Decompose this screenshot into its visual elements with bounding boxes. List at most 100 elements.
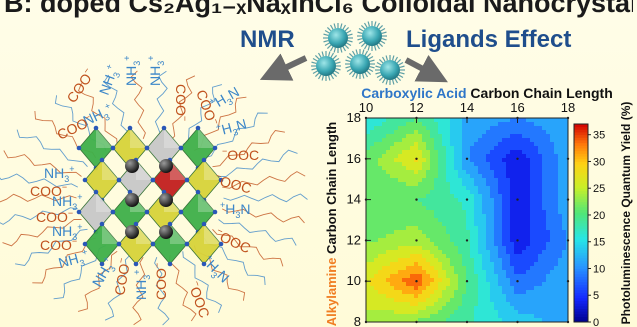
heatmap-cell	[426, 118, 431, 123]
heatmap-cell	[390, 306, 395, 311]
heatmap-cell	[406, 158, 411, 163]
heatmap-cell	[470, 286, 475, 291]
heatmap-cell	[498, 266, 503, 271]
heatmap-cell	[474, 298, 479, 303]
heatmap-cell	[406, 274, 411, 279]
heatmap-cell	[446, 210, 451, 215]
heatmap-cell	[382, 258, 387, 263]
heatmap-cell	[482, 234, 487, 239]
cesium-atom	[125, 159, 139, 173]
heatmap-cell	[518, 158, 523, 163]
heatmap-cell	[422, 170, 427, 175]
heatmap-cell	[398, 222, 403, 227]
heatmap-cell	[534, 198, 539, 203]
heatmap-cell	[426, 166, 431, 171]
heatmap-cell	[538, 166, 543, 171]
heatmap-cell	[534, 134, 539, 139]
heatmap-cell	[434, 214, 439, 219]
heatmap-cell	[558, 282, 563, 287]
heatmap-cell	[434, 190, 439, 195]
heatmap-cell	[394, 130, 399, 135]
heatmap-cell	[434, 198, 439, 203]
heatmap-cell	[550, 190, 555, 195]
heatmap-cell	[434, 286, 439, 291]
heatmap-cell	[390, 138, 395, 143]
heatmap-cell	[522, 250, 527, 255]
heatmap-cell	[382, 170, 387, 175]
heatmap-cell	[402, 290, 407, 295]
heatmap-cell	[422, 290, 427, 295]
heatmap-cell	[526, 262, 531, 267]
heatmap-cell	[530, 282, 535, 287]
colorbar-segment	[574, 292, 588, 296]
heatmap-cell	[566, 142, 569, 147]
heatmap-cell	[530, 234, 535, 239]
heatmap-cell	[454, 302, 459, 307]
heatmap-cell	[410, 178, 415, 183]
heatmap-cell	[494, 210, 499, 215]
heatmap-cell	[546, 146, 551, 151]
heatmap-cell	[474, 302, 479, 307]
heatmap-cell	[566, 270, 569, 275]
chloride-atom	[201, 261, 207, 267]
heatmap-cell	[566, 302, 569, 307]
heatmap-cell	[370, 186, 375, 191]
heatmap-cell	[426, 138, 431, 143]
heatmap-cell	[442, 126, 447, 131]
heatmap-cell	[446, 238, 451, 243]
heatmap-cell	[466, 142, 471, 147]
heatmap-cell	[426, 234, 431, 239]
heatmap-cell	[426, 130, 431, 135]
heatmap-cell	[534, 150, 539, 155]
heatmap-cell	[546, 266, 551, 271]
heatmap-cell	[526, 158, 531, 163]
heatmap-cell	[498, 122, 503, 127]
heatmap-cell	[406, 306, 411, 311]
heatmap-cell	[530, 306, 535, 311]
heatmap-cell	[430, 198, 435, 203]
heatmap-cell	[522, 290, 527, 295]
heatmap-cell	[542, 182, 547, 187]
heatmap-cell	[430, 262, 435, 267]
heatmap-cell	[558, 134, 563, 139]
heatmap-cell	[470, 302, 475, 307]
svg-text:NH3+: NH3+	[80, 100, 116, 131]
heatmap-cell	[434, 254, 439, 259]
heatmap-cell	[502, 150, 507, 155]
heatmap-cell	[454, 242, 459, 247]
heatmap-cell	[406, 282, 411, 287]
heatmap-cell	[402, 122, 407, 127]
heatmap-cell	[426, 310, 431, 315]
heatmap-cell	[534, 122, 539, 127]
heatmap-cell	[490, 278, 495, 283]
heatmap-cell	[526, 318, 531, 323]
heatmap-cell	[450, 318, 455, 323]
heatmap-cell	[374, 294, 379, 299]
heatmap-cell	[402, 282, 407, 287]
heatmap-cell	[418, 162, 423, 167]
heatmap-cell	[430, 250, 435, 255]
heatmap-cell	[558, 158, 563, 163]
heatmap-cell	[462, 294, 467, 299]
heatmap-cell	[426, 314, 431, 319]
heatmap-cell	[402, 234, 407, 239]
heatmap-cell	[502, 198, 507, 203]
heatmap-cell	[498, 202, 503, 207]
heatmap-cell	[390, 274, 395, 279]
heatmap-cell	[370, 158, 375, 163]
heatmap-cell	[470, 218, 475, 223]
heatmap-cell	[558, 214, 563, 219]
heatmap-cell	[398, 246, 403, 251]
heatmap-cell	[434, 302, 439, 307]
heatmap-cell	[470, 206, 475, 211]
heatmap-cell	[450, 182, 455, 187]
heatmap-cell	[554, 118, 559, 123]
heatmap-cell	[374, 186, 379, 191]
heatmap-cell	[434, 246, 439, 251]
heatmap-cell	[414, 234, 419, 239]
colorbar-segment	[574, 233, 588, 237]
heatmap-cell	[538, 138, 543, 143]
heatmap-cell	[502, 170, 507, 175]
